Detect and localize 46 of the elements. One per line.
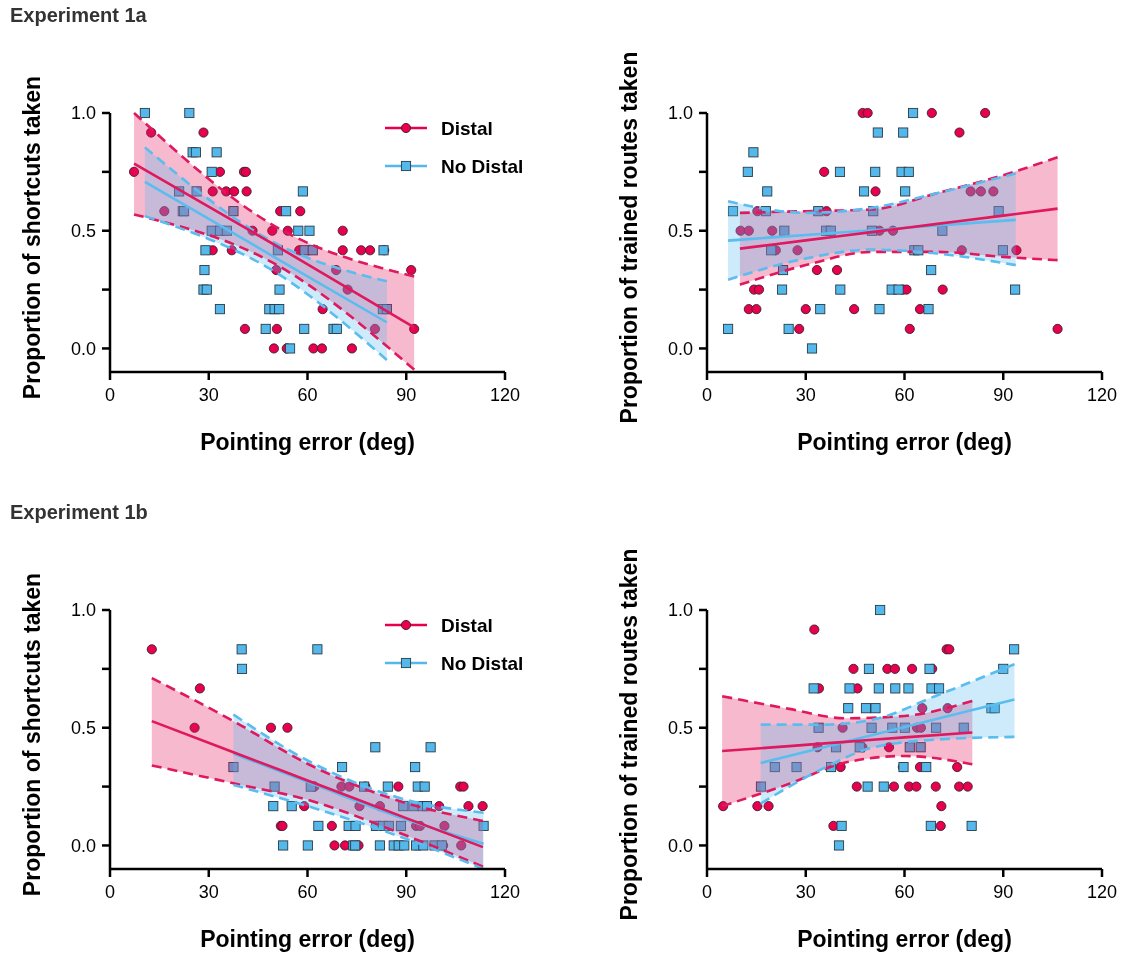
x-tick-label: 60 <box>297 385 318 405</box>
x-tick-label: 0 <box>701 385 713 405</box>
x-tick-label: 30 <box>795 882 816 902</box>
y-tick-label: 0.5 <box>667 221 693 242</box>
x-tick-label: 90 <box>396 385 417 405</box>
y-axis-title: Proportion of shortcuts taken <box>19 75 45 400</box>
x-tick-label: 90 <box>993 882 1014 902</box>
y-tick-label: 1.0 <box>70 103 96 124</box>
x-axis-title: Pointing error (deg) <box>797 429 1012 455</box>
x-axis-title: Pointing error (deg) <box>200 429 415 455</box>
x-tick-label: 90 <box>993 385 1014 405</box>
x-axis-title: Pointing error (deg) <box>797 926 1012 952</box>
x-tick-label: 60 <box>894 385 915 405</box>
x-tick-label: 120 <box>489 385 521 405</box>
x-tick-label: 0 <box>104 385 116 405</box>
legend-label: No Distal <box>441 652 524 674</box>
legend-label: Distal <box>441 117 493 139</box>
y-axis-title: Proportion of trained routes taken <box>616 548 642 921</box>
x-tick-label: 120 <box>489 882 521 902</box>
x-tick-label: 30 <box>795 385 816 405</box>
x-axis-title: Pointing error (deg) <box>200 926 415 952</box>
legend-label: Distal <box>441 614 493 636</box>
y-tick-label: 0.5 <box>70 718 96 739</box>
y-tick-label: 0.0 <box>667 835 693 856</box>
x-tick-label: 0 <box>104 882 116 902</box>
y-tick-label: 1.0 <box>667 103 693 124</box>
x-tick-label: 60 <box>894 882 915 902</box>
y-tick-label: 0.0 <box>667 338 693 359</box>
chart-title: Experiment 1a <box>10 4 148 26</box>
y-tick-label: 0.5 <box>70 221 96 242</box>
x-tick-label: 30 <box>198 385 219 405</box>
y-tick-label: 1.0 <box>70 600 96 621</box>
y-tick-label: 0.0 <box>70 338 96 359</box>
x-tick-label: 60 <box>297 882 318 902</box>
x-tick-label: 30 <box>198 882 219 902</box>
y-tick-label: 1.0 <box>667 600 693 621</box>
x-tick-label: 120 <box>1086 882 1118 902</box>
x-tick-label: 90 <box>396 882 417 902</box>
x-tick-label: 120 <box>1086 385 1118 405</box>
y-axis-title: Proportion of trained routes taken <box>616 51 642 424</box>
y-tick-label: 0.5 <box>667 718 693 739</box>
x-tick-label: 0 <box>701 882 713 902</box>
legend-label: No Distal <box>441 155 524 177</box>
y-tick-label: 0.0 <box>70 835 96 856</box>
chart-title: Experiment 1b <box>10 501 148 523</box>
y-axis-title: Proportion of shortcuts taken <box>19 572 45 897</box>
